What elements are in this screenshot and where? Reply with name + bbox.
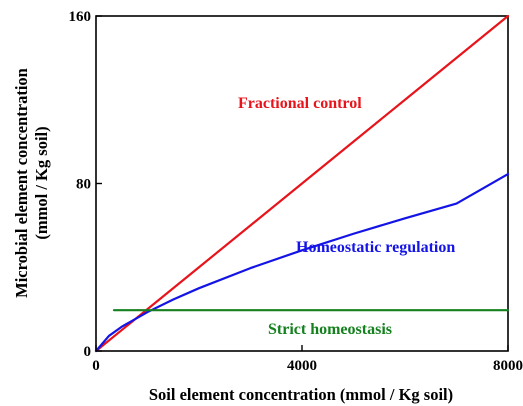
annotation-homeostatic-regulation: Homeostatic regulation	[296, 239, 455, 256]
y-tick-label: 80	[76, 177, 91, 193]
y-tick-label: 160	[69, 9, 92, 25]
y-tick-label: 0	[84, 344, 92, 360]
x-axis-title: Soil element concentration (mmol / Kg so…	[149, 385, 453, 404]
x-tick-label: 8000	[493, 358, 523, 374]
series-line-fractional-control	[94, 14, 510, 353]
annotation-strict-homeostasis: Strict homeostasis	[268, 321, 392, 338]
series-line-homeostatic-regulation	[94, 172, 510, 353]
y-axis-title-line2: (mmol / Kg soil)	[32, 126, 51, 239]
ticks-layer: 0 4000 8000 0 80 160	[69, 9, 523, 374]
annotation-fractional-control: Fractional control	[238, 95, 362, 112]
y-axis-title-line1: Microbial element concentration	[12, 68, 31, 298]
x-tick-label: 0	[92, 358, 100, 374]
series-layer	[94, 14, 510, 353]
x-tick-label: 4000	[287, 358, 317, 374]
